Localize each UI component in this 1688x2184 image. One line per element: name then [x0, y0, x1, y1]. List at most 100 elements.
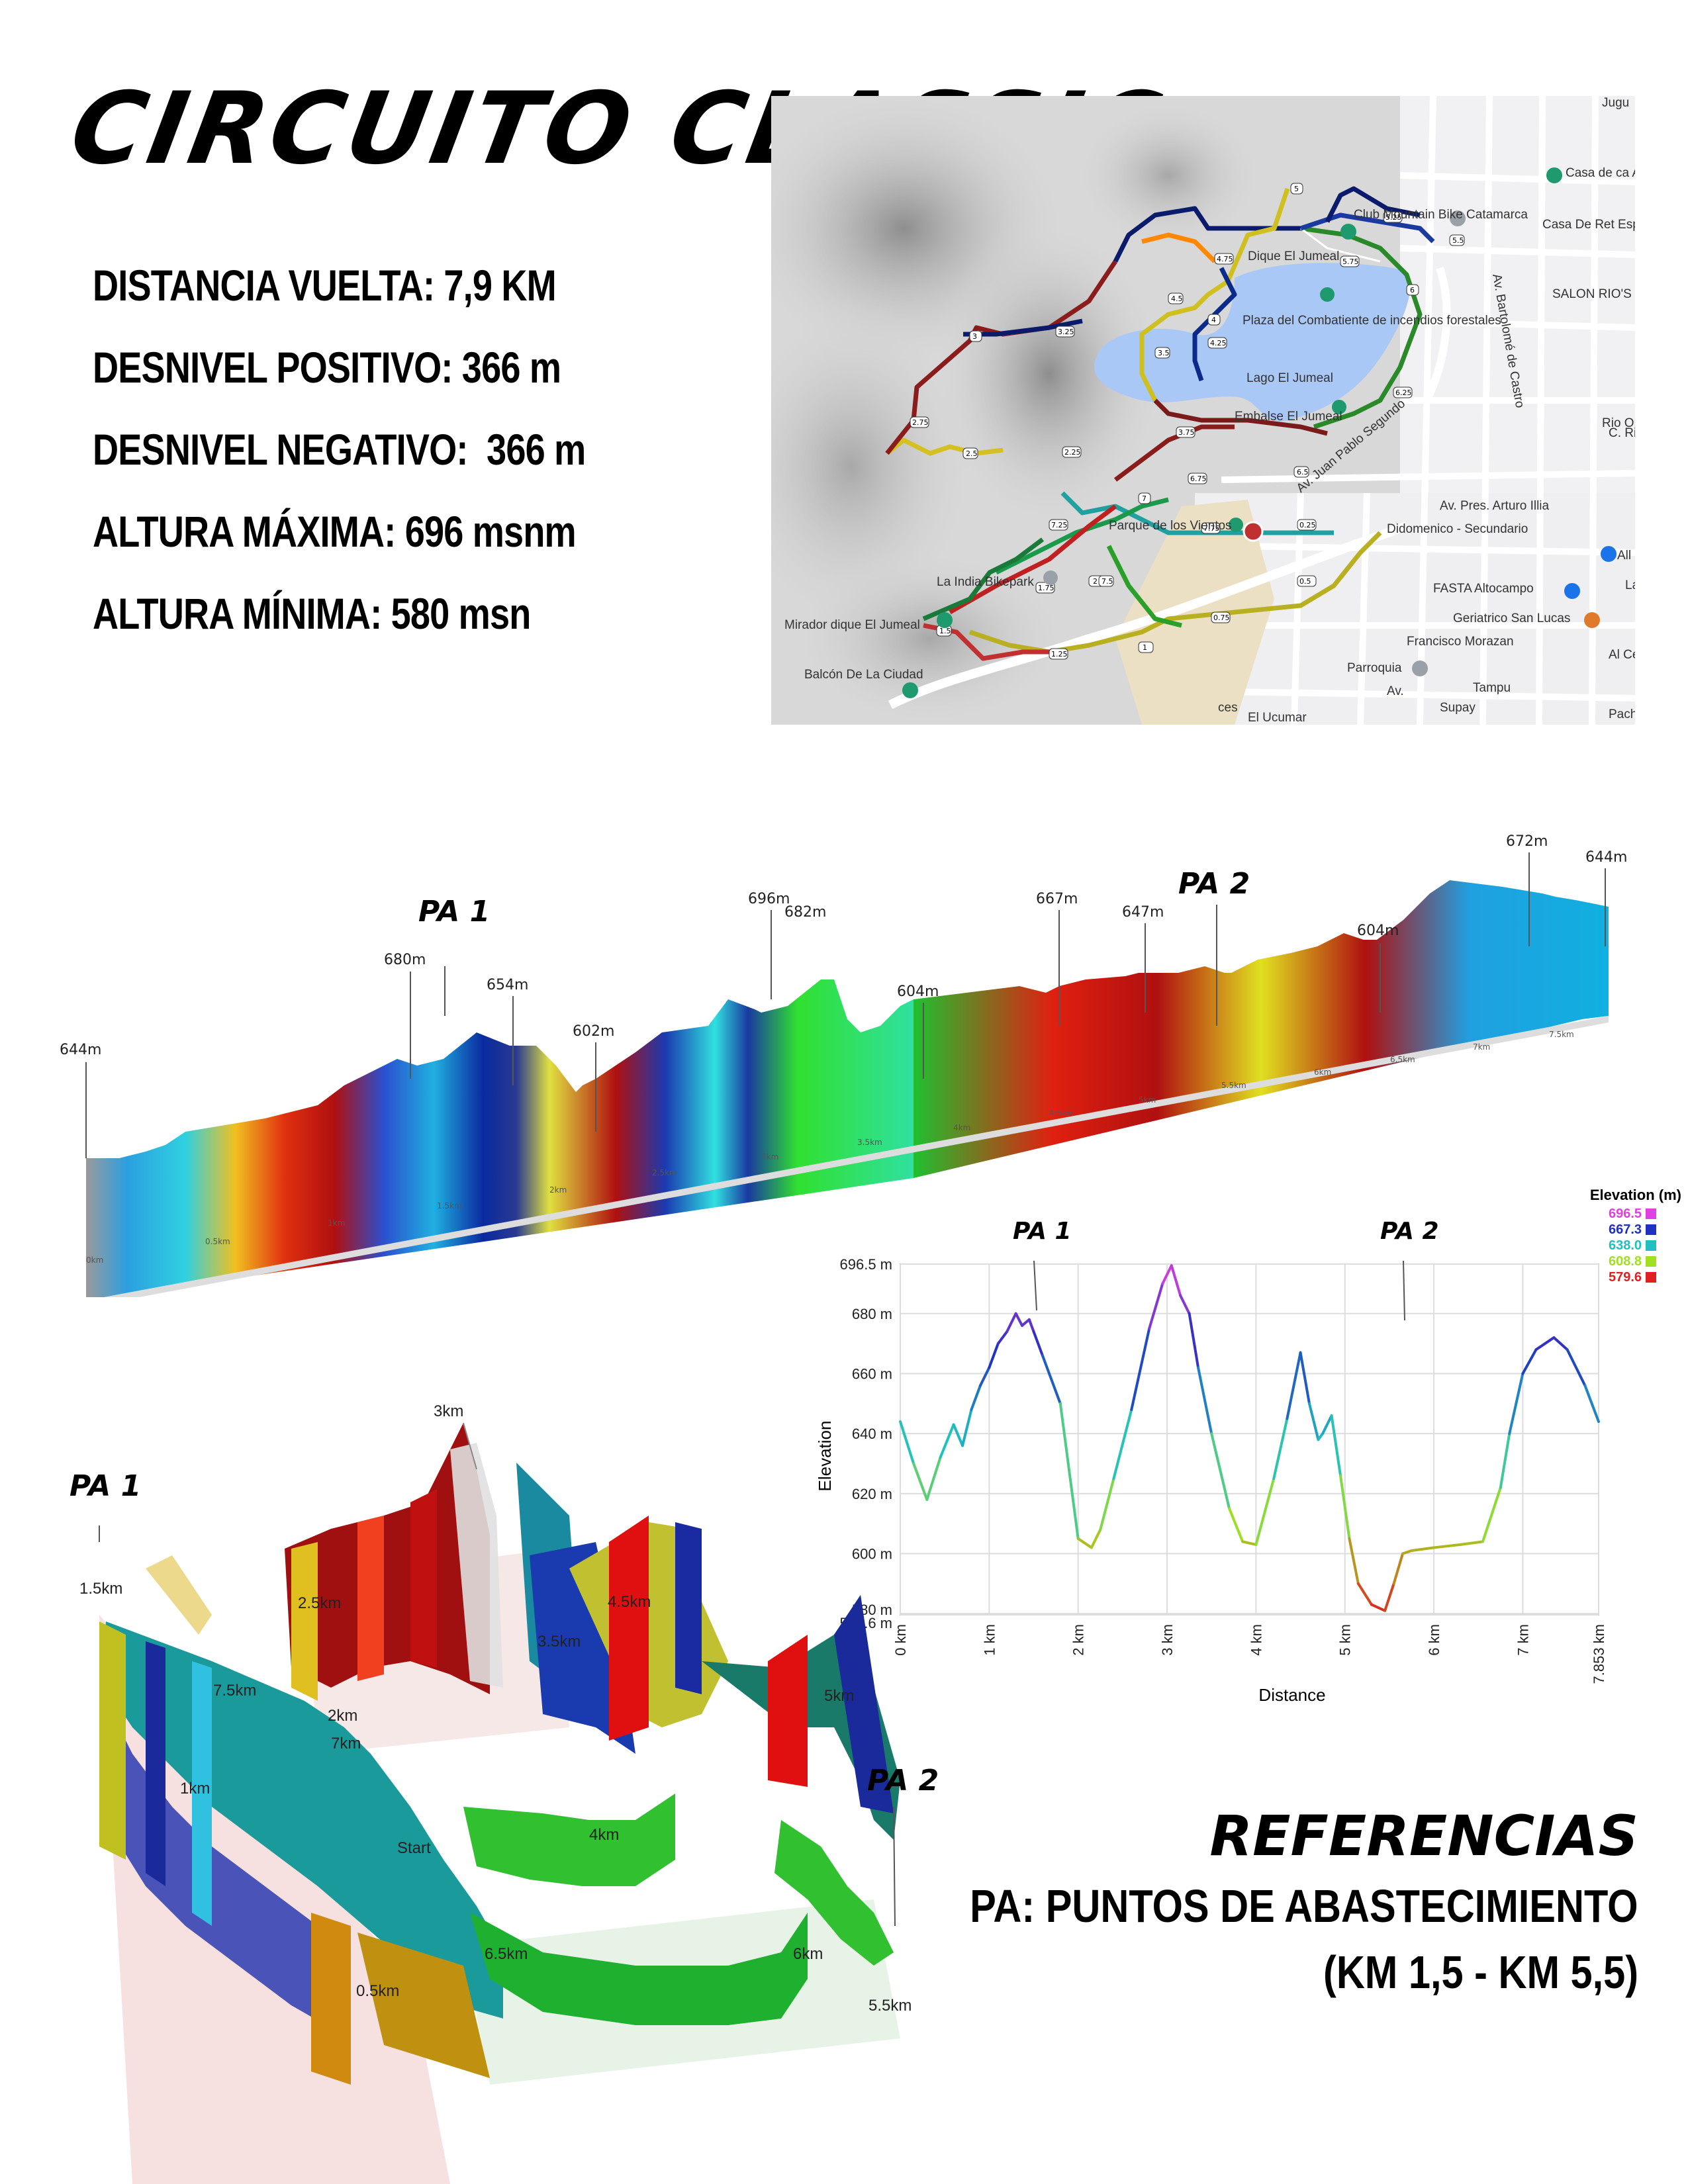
elevation-segments — [899, 1264, 1600, 1612]
svg-text:5km: 5km — [824, 1687, 854, 1705]
chart-pa1-label: PA 1 — [1013, 1218, 1072, 1245]
x-tick-label: 3 km — [1159, 1624, 1176, 1656]
svg-text:5.75: 5.75 — [1342, 257, 1359, 266]
elevation-segment — [1339, 1474, 1351, 1540]
y-tick-label: 620 m — [852, 1486, 892, 1502]
stat-elevation-loss: DESNIVEL NEGATIVO: 366 m — [93, 425, 586, 474]
svg-text:6.75: 6.75 — [1190, 475, 1207, 483]
svg-text:647m: 647m — [1122, 904, 1164, 921]
svg-text:682m: 682m — [784, 904, 826, 921]
sand-area — [1115, 500, 1274, 725]
svg-text:Supay: Supay — [1440, 701, 1476, 715]
svg-text:La India Bikepark: La India Bikepark — [937, 575, 1034, 589]
map3d-pa1-label: PA 1 — [70, 1469, 142, 1503]
svg-text:Tampu: Tampu — [1473, 681, 1511, 695]
svg-text:Mirador dique El Jumeal: Mirador dique El Jumeal — [784, 618, 920, 632]
legend-swatch — [1646, 1240, 1657, 1251]
svg-text:3.25: 3.25 — [1058, 328, 1074, 336]
legend-title: Elevation (m) — [1589, 1187, 1681, 1203]
svg-text:6.25: 6.25 — [1395, 388, 1412, 397]
svg-text:4km: 4km — [589, 1826, 619, 1844]
svg-text:2.75: 2.75 — [912, 418, 929, 427]
elevation-segment — [1583, 1384, 1600, 1424]
elevation-segment — [1099, 1477, 1115, 1531]
peak-labels: 644m 680m 654m 602m 696m 682m 604m 667m … — [60, 833, 1627, 1058]
stat-distance: DISTANCIA VUELTA: 7,9 KM — [93, 261, 557, 310]
svg-text:ces: ces — [1218, 701, 1238, 715]
svg-text:SALON RIO'S: SALON RIO'S — [1552, 287, 1632, 301]
legend-row: 638.0 — [1609, 1238, 1657, 1253]
chart-grid — [900, 1263, 1599, 1615]
km-markers: 0.25 0.5 0.75 1 1.25 1.5 1.75 2 2.25 2.5… — [910, 183, 1465, 660]
km-labels: 0km 0.5km 1km 1.5km 2km 2.5km 3km 3.5km … — [86, 1030, 1574, 1265]
elevation-segment — [925, 1456, 942, 1501]
svg-text:2km: 2km — [328, 1707, 357, 1725]
elevation-segment — [1321, 1414, 1333, 1435]
svg-text:6.5km: 6.5km — [1390, 1055, 1415, 1064]
svg-text:6.5: 6.5 — [1297, 468, 1309, 477]
svg-text:5: 5 — [1294, 185, 1299, 193]
svg-text:1: 1 — [1143, 643, 1147, 652]
elevation-segment — [1286, 1351, 1302, 1420]
svg-text:4.75: 4.75 — [1217, 255, 1233, 263]
route-map[interactable]: 0.25 0.5 0.75 1 1.25 1.5 1.75 2 2.25 2.5… — [771, 96, 1635, 725]
svg-text:Av.: Av. — [1387, 684, 1404, 698]
legend-row: 608.8 — [1609, 1253, 1657, 1269]
elevation-segment — [1041, 1354, 1062, 1405]
svg-text:3km: 3km — [761, 1152, 778, 1161]
elevation-segment — [1148, 1282, 1164, 1330]
svg-text:5.25: 5.25 — [1385, 213, 1402, 222]
svg-text:4.25: 4.25 — [1210, 339, 1227, 347]
svg-text:7.5km: 7.5km — [1549, 1030, 1574, 1039]
svg-text:Didomenico - Secundario: Didomenico - Secundario — [1387, 522, 1528, 536]
svg-text:7.25: 7.25 — [1051, 521, 1068, 529]
pa2-leader — [1403, 1260, 1405, 1321]
elevation-segment — [1330, 1414, 1342, 1477]
svg-text:0.75: 0.75 — [1213, 614, 1230, 622]
x-tick-labels: 0 km 1 km 2 km 3 km 4 km 5 km 6 km 7 km 7.853 km — [892, 1624, 1607, 1684]
svg-text:654m: 654m — [487, 977, 528, 993]
elevation-segment — [912, 1462, 929, 1501]
elevation-segment — [1014, 1312, 1024, 1327]
svg-text:1.25: 1.25 — [1051, 650, 1068, 659]
legend-label: 638.0 — [1609, 1238, 1642, 1253]
poi-pin-icon — [1546, 167, 1562, 183]
elevation-segment — [1307, 1402, 1320, 1441]
y-tick-label: 660 m — [852, 1365, 892, 1382]
profile-band-1 — [86, 979, 914, 1297]
svg-text:FASTA Altocampo: FASTA Altocampo — [1433, 582, 1534, 596]
svg-text:602m: 602m — [573, 1023, 614, 1040]
wall-ochre — [357, 1933, 490, 2078]
elevation-segment — [1432, 1543, 1462, 1549]
svg-text:667m: 667m — [1036, 891, 1078, 907]
x-tick-label: 2 km — [1070, 1624, 1087, 1656]
svg-text:Plaza del Combatiente de incen: Plaza del Combatiente de incendios fores… — [1243, 314, 1501, 328]
svg-text:Francisco Morazan: Francisco Morazan — [1407, 635, 1514, 649]
elevation-segment — [1254, 1477, 1276, 1546]
elevation-segment — [996, 1330, 1009, 1345]
finish-flag-icon — [1243, 521, 1264, 542]
svg-text:Geriatrico San Lucas: Geriatrico San Lucas — [1453, 612, 1570, 625]
chart-frame — [900, 1263, 1599, 1615]
elevation-segment — [1552, 1336, 1569, 1351]
svg-text:All: All — [1617, 549, 1631, 563]
elevation-segment — [1210, 1432, 1231, 1510]
svg-text:0km: 0km — [86, 1255, 103, 1265]
lake-el-jumeal — [1094, 263, 1410, 422]
elevation-segment — [1228, 1507, 1244, 1543]
elevation-segment — [1521, 1348, 1538, 1375]
svg-text:1.5: 1.5 — [939, 627, 951, 635]
profile3d-pa2-label: PA 2 — [1178, 867, 1250, 901]
svg-text:2.5km: 2.5km — [652, 1168, 677, 1177]
x-tick-label: 7.853 km — [1591, 1624, 1607, 1684]
elevation-segment — [1112, 1408, 1133, 1480]
svg-text:3.5: 3.5 — [1158, 349, 1170, 357]
svg-text:5.5: 5.5 — [1452, 236, 1464, 245]
elevation-segment — [952, 1423, 964, 1447]
legend-row: 579.6 — [1609, 1269, 1657, 1285]
svg-text:5.5km: 5.5km — [1221, 1081, 1246, 1090]
y-tick-label: 696.5 m — [840, 1256, 893, 1273]
svg-text:3.5km: 3.5km — [538, 1633, 581, 1651]
svg-text:4.5km: 4.5km — [1049, 1109, 1074, 1118]
svg-text:672m: 672m — [1506, 833, 1548, 850]
